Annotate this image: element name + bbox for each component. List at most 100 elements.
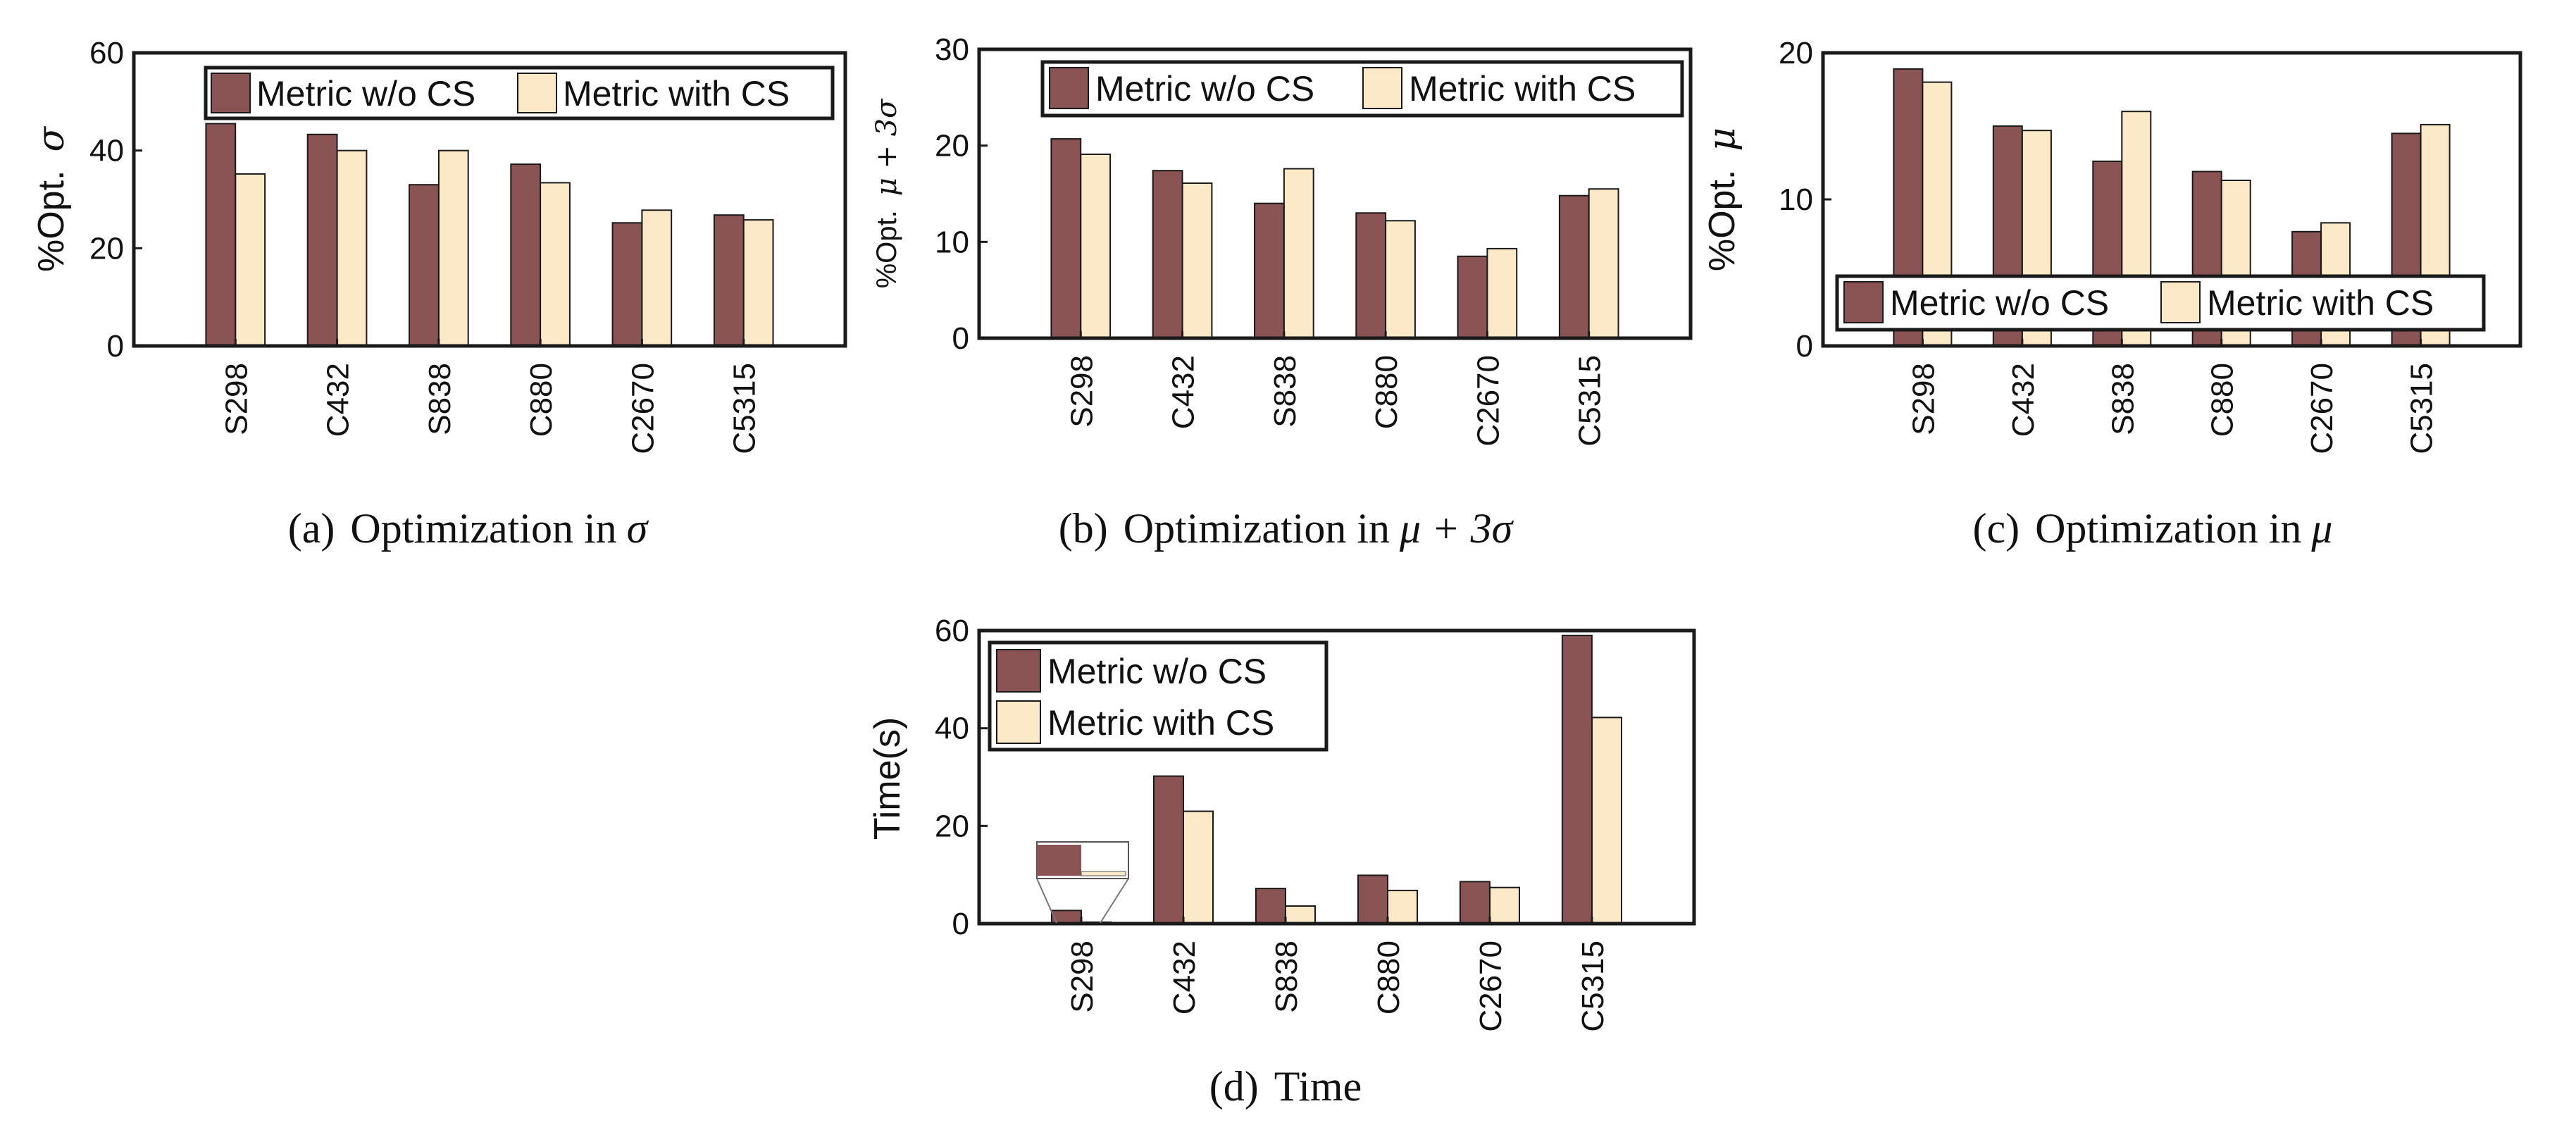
legend: Metric w/o CS Metric with CS (1040, 60, 1684, 118)
bar-with-cs-c432 (1183, 810, 1214, 924)
bar-with-cs-c5315 (1591, 717, 1622, 925)
caption-c: (c) Optimization in μ (1973, 505, 2333, 552)
bar-with-cs-c880 (540, 182, 571, 347)
y-tick-label: 20 (935, 129, 969, 163)
bar-without-cs-c432 (1152, 170, 1183, 339)
legend: Metric w/o CS Metric with CS (1835, 274, 2486, 332)
bar-with-cs-s838 (437, 149, 469, 347)
x-ticks: S298 C432 S838 C880 C2670 C5315 (1064, 331, 1607, 447)
bar-with-cs-c5315 (1588, 188, 1619, 340)
inset-bar-with-cs (1081, 871, 1126, 876)
legend-label-without-cs: Metric w/o CS (1047, 652, 1267, 691)
y-axis-label: %Opt.μ (1701, 128, 1743, 271)
legend-label-with-cs: Metric with CS (1409, 69, 1636, 108)
x-tick-label: C880 (1371, 941, 1406, 1015)
bar-without-cs-s838 (1255, 888, 1286, 924)
legend-label-without-cs: Metric w/o CS (256, 74, 475, 113)
legend-label-without-cs: Metric w/o CS (1095, 69, 1314, 108)
zoom-inset (1036, 841, 1129, 924)
y-ticks: 0 10 20 30 (935, 32, 988, 356)
bar-with-cs-c432 (336, 149, 368, 347)
bar-with-cs-s838 (1285, 905, 1316, 924)
x-tick-label: C880 (524, 363, 559, 437)
x-tick-label: S298 (1906, 363, 1941, 435)
x-tick-label: C880 (2205, 363, 2240, 437)
y-tick-label: 20 (89, 231, 124, 266)
legend-swatch-with-cs (996, 700, 1041, 744)
legend-swatch-without-cs (1843, 281, 1884, 323)
bar-without-cs-c5315 (1558, 194, 1590, 340)
x-tick-label: C5315 (1576, 941, 1610, 1032)
x-tick-label: S298 (1065, 941, 1100, 1013)
x-tick-label: C432 (1166, 355, 1201, 429)
bar-without-cs-s298 (205, 123, 237, 347)
bars-group (1051, 634, 1622, 925)
axes-frame (977, 47, 1693, 340)
x-ticks: S298 C432 S838 C880 C2670 C5315 (1065, 917, 1610, 1032)
x-tick-label: C2670 (2305, 363, 2339, 454)
x-tick-label: C2670 (1471, 355, 1505, 447)
x-tick-label: C2670 (1474, 941, 1508, 1032)
legend-label-without-cs: Metric w/o CS (1890, 283, 2109, 323)
caption-a: (a) Optimization in σ (288, 505, 649, 552)
y-axis-label: %Opt.μ + 3σ (871, 98, 903, 289)
legend-swatch-without-cs (996, 649, 1041, 693)
legend-swatch-with-cs (2160, 281, 2201, 323)
x-tick-label: S298 (219, 363, 254, 435)
axes-frame (977, 628, 1696, 926)
bar-with-cs-c432 (1181, 182, 1213, 339)
bar-without-cs-s838 (409, 184, 440, 347)
x-tick-label: C2670 (626, 363, 660, 454)
y-tick-label: 10 (1779, 182, 1813, 217)
y-ticks: 0 20 40 60 (935, 614, 988, 941)
x-ticks: S298 C432 S838 C880 C2670 C5315 (219, 339, 762, 454)
y-tick-label: 0 (107, 329, 124, 364)
x-tick-label: C5315 (1573, 355, 1607, 447)
x-ticks: S298 C432 S838 C880 C2670 C5315 (1906, 339, 2439, 454)
bar-without-cs-c5315 (713, 214, 745, 347)
x-tick-label: C432 (1167, 941, 1202, 1015)
bar-with-cs-c2670 (641, 209, 673, 347)
legend-label-with-cs: Metric with CS (2207, 283, 2434, 323)
legend-label-with-cs: Metric with CS (563, 74, 790, 113)
legend-swatch-without-cs (211, 73, 251, 113)
x-tick-label: S838 (1269, 941, 1304, 1013)
chart-panel-a: 0 20 40 60 S298 C432 S838 C880 C2670 C5315 %Opt.… (30, 36, 847, 552)
x-tick-label: C432 (2006, 363, 2041, 437)
inset-bar-without-cs (1037, 845, 1081, 876)
bar-without-cs-c2670 (1459, 881, 1491, 925)
legend: Metric w/o CS Metric with CS (204, 66, 835, 120)
bar-without-cs-c2670 (611, 222, 643, 347)
x-tick-label: S838 (1268, 355, 1302, 428)
bar-without-cs-s838 (1254, 202, 1285, 340)
bar-with-cs-c2670 (1486, 247, 1518, 339)
y-tick-label: 20 (935, 809, 969, 843)
legend-swatch-with-cs (1362, 67, 1402, 109)
bar-with-cs-c880 (1385, 220, 1416, 339)
y-tick-label: 0 (952, 907, 969, 941)
y-tick-label: 20 (1779, 36, 1813, 70)
x-tick-label: S838 (423, 363, 457, 435)
y-tick-label: 0 (1796, 329, 1813, 364)
x-tick-label: C880 (1369, 355, 1404, 429)
y-ticks: 0 20 40 60 (89, 36, 142, 364)
y-tick-label: 40 (935, 712, 969, 746)
bar-without-cs-c432 (306, 133, 338, 347)
y-tick-label: 60 (935, 614, 969, 648)
bar-with-cs-c2670 (1489, 886, 1520, 924)
bar-without-cs-c432 (1153, 775, 1184, 924)
inset-connector-right (1100, 878, 1129, 924)
legend-swatch-with-cs (517, 73, 557, 113)
chart-panel-d: 0 20 40 60 S298 C432 S838 C880 C2670 C5315 Time(… (867, 614, 1696, 1110)
legend-label-with-cs: Metric with CS (1047, 703, 1274, 743)
x-tick-label: C5315 (2405, 363, 2439, 454)
legend-box (988, 640, 1329, 752)
y-tick-label: 30 (935, 32, 969, 67)
bar-without-cs-c880 (1355, 212, 1387, 339)
axes-frame (132, 51, 847, 348)
bar-with-cs-s838 (1283, 168, 1314, 339)
bar-with-cs-c5315 (742, 219, 774, 347)
y-tick-label: 10 (935, 225, 969, 259)
